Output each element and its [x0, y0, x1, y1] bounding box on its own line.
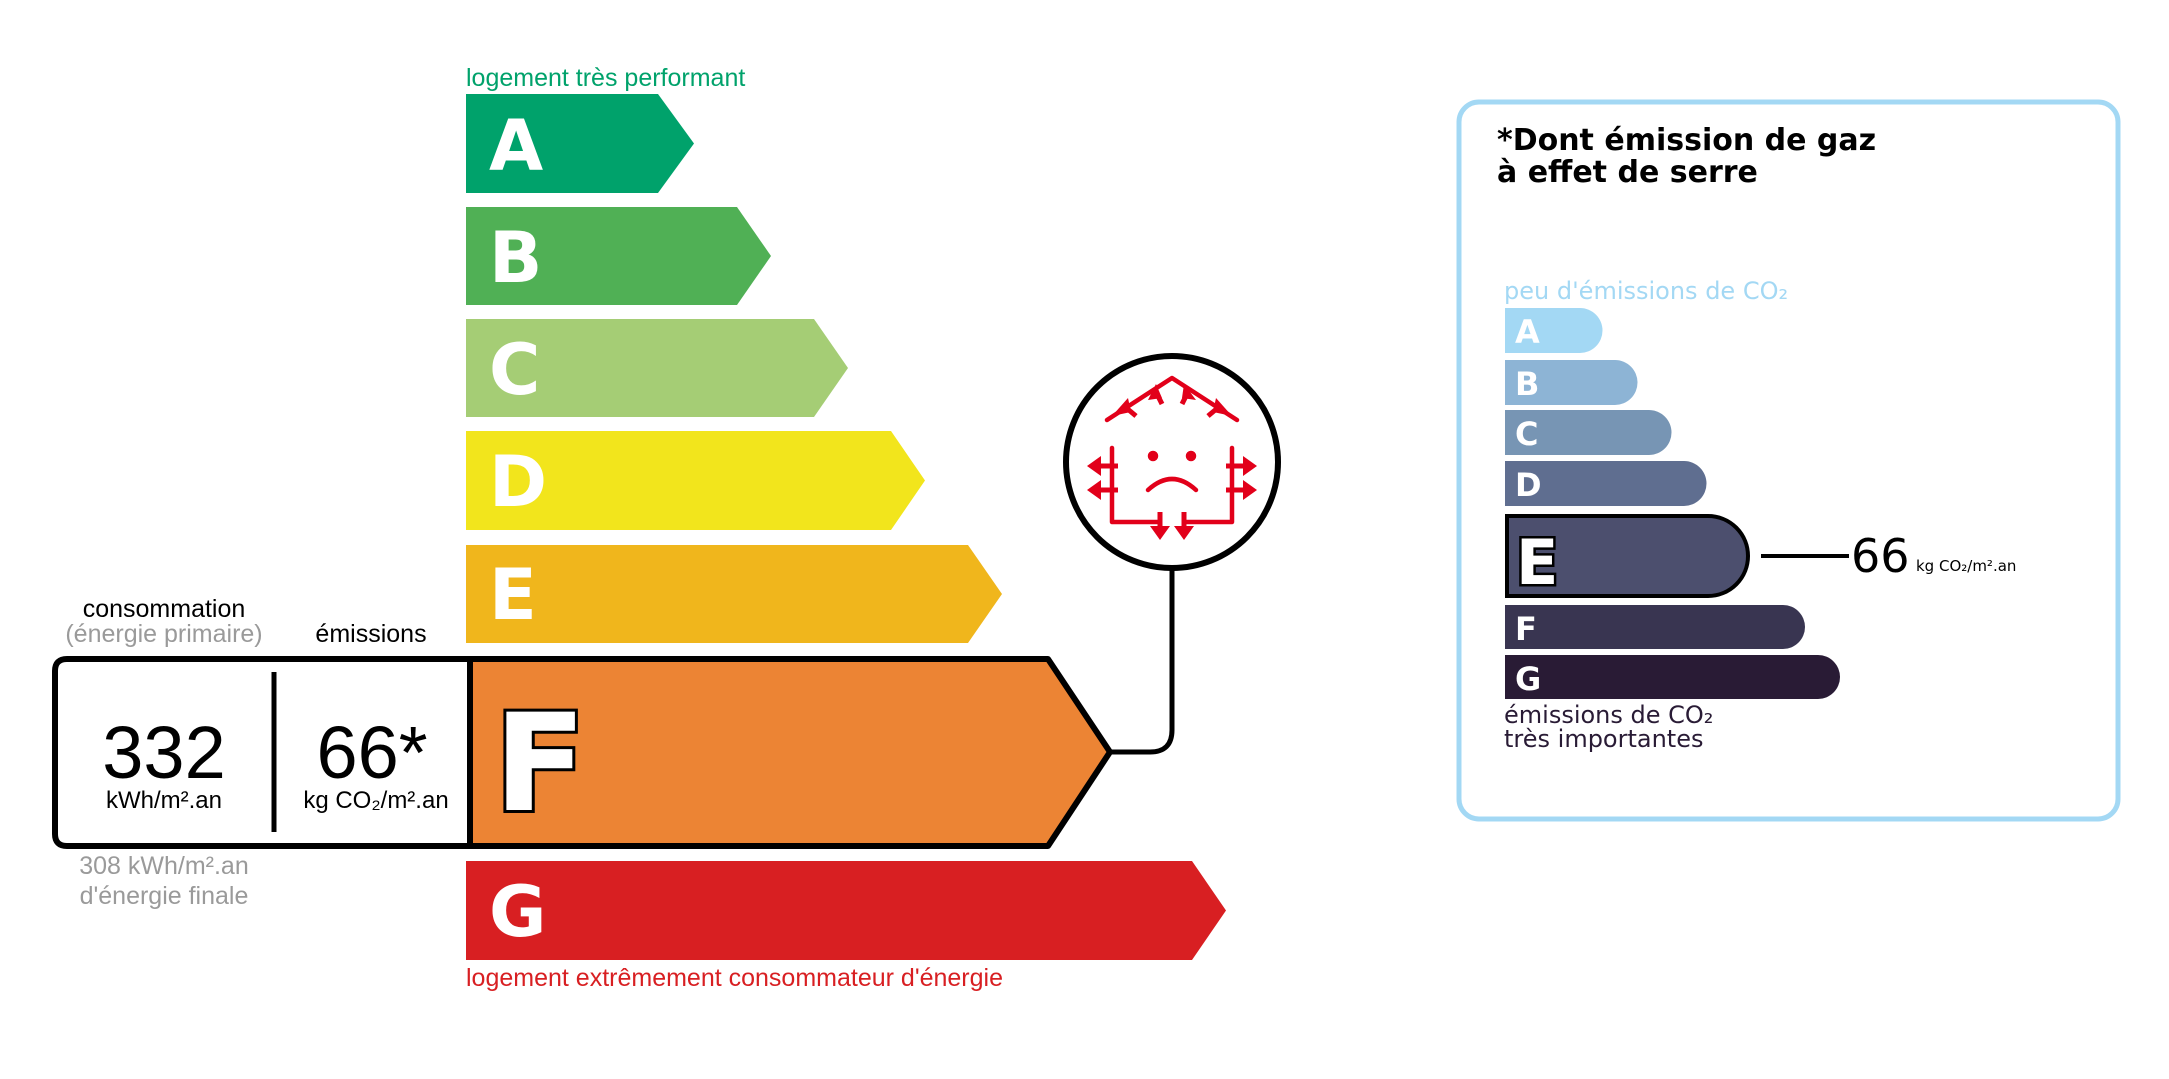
energy-letter-d: D: [489, 441, 547, 523]
emissions-value: 66*: [316, 711, 427, 794]
energy-class-a: A: [466, 94, 694, 193]
ghg-title-line1: *Dont émission de gaz: [1497, 123, 1876, 158]
ghg-class-f: F: [1505, 605, 1805, 649]
ghg-bar-a: [1505, 308, 1603, 353]
energy-bar-e: [466, 545, 1002, 643]
ghg-letter-e: E: [1516, 526, 1558, 599]
ghg-current-class: E 66 kg CO₂/m².an: [1505, 514, 2016, 602]
ghg-letter-f: F: [1515, 610, 1537, 648]
energy-class-b: B: [466, 207, 771, 305]
energy-bar-g: [466, 861, 1226, 960]
ghg-unit: kg CO₂/m².an: [1916, 557, 2016, 575]
emissions-label: émissions: [315, 620, 426, 648]
energy-bar-d: [466, 431, 925, 530]
consumption-sublabel: (énergie primaire): [65, 620, 262, 648]
energy-class-e: E: [466, 545, 1002, 643]
ghg-bar-f: [1505, 605, 1805, 649]
ghg-class-c: C: [1505, 410, 1672, 455]
ghg-bar-d: [1505, 461, 1707, 506]
ghg-class-a: A: [1505, 308, 1603, 353]
heat-arrows-icon: [1087, 384, 1257, 540]
ghg-bar-e: [1505, 514, 1750, 598]
ghg-bar-c: [1505, 410, 1672, 455]
house-heat-loss-sad-icon: [1063, 353, 1281, 755]
ghg-value: 66: [1851, 529, 1910, 583]
ghg-letter-g: G: [1515, 660, 1541, 698]
ghg-bottom-label-line2: très importantes: [1504, 725, 1704, 753]
energy-value-box: [52, 656, 473, 849]
energy-class-d: D: [466, 431, 925, 530]
ghg-letter-b: B: [1515, 365, 1539, 403]
consumption-value: 332: [102, 711, 225, 794]
ghg-letter-a: A: [1515, 313, 1540, 351]
arrow-shafts: [1101, 390, 1243, 526]
final-energy-value: 308 kWh/m².an: [79, 852, 249, 880]
energy-current-class: F 332 kWh/m².an 66* kg CO₂/m².an: [52, 656, 1113, 849]
ghg-title-line2: à effet de serre: [1497, 155, 1758, 190]
energy-top-label: logement très performant: [466, 64, 745, 92]
energy-scale: logement très performant A B C D E F 332: [52, 64, 1281, 992]
badge-connector: [1110, 568, 1175, 755]
final-energy-label: d'énergie finale: [80, 882, 249, 910]
energy-bar-b: [466, 207, 771, 305]
energy-bar-a: [466, 94, 694, 193]
ghg-top-label: peu d'émissions de CO₂: [1504, 277, 1788, 305]
consumption-label: consommation: [83, 595, 246, 623]
energy-bottom-label: logement extrêmement consommateur d'éner…: [466, 964, 1003, 992]
energy-class-c: C: [466, 319, 848, 417]
emissions-unit: kg CO₂/m².an: [303, 787, 448, 814]
ghg-letter-c: C: [1515, 415, 1538, 453]
energy-bar-f: [467, 656, 1113, 849]
ghg-class-g: G: [1505, 655, 1840, 699]
ghg-class-d: D: [1505, 461, 1707, 506]
energy-letter-c: C: [489, 329, 540, 411]
energy-letter-a: A: [489, 105, 543, 187]
ghg-bar-b: [1505, 360, 1638, 405]
energy-letter-g: G: [489, 871, 546, 953]
energy-letter-b: B: [489, 217, 542, 299]
energy-letter-e: E: [489, 554, 537, 636]
ghg-panel: *Dont émission de gaz à effet de serre p…: [1456, 99, 2121, 822]
ghg-letter-d: D: [1515, 466, 1542, 504]
ghg-class-b: B: [1505, 360, 1638, 405]
energy-letter-f: F: [494, 685, 586, 842]
consumption-unit: kWh/m².an: [106, 787, 222, 814]
energy-bar-c: [466, 319, 848, 417]
ghg-bottom-label-line1: émissions de CO₂: [1504, 701, 1713, 729]
energy-class-g: G: [466, 861, 1226, 960]
ghg-bar-g: [1505, 655, 1840, 699]
